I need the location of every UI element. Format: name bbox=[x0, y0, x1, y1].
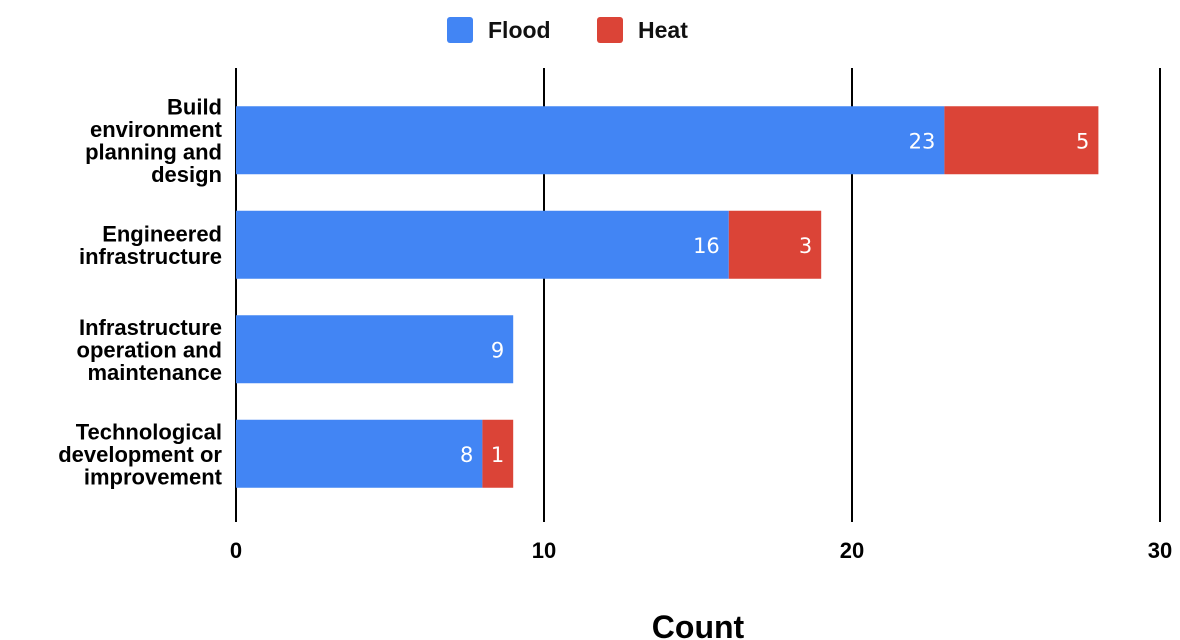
data-label-flood-0: 23 bbox=[909, 129, 936, 153]
bar-flood-3 bbox=[236, 419, 483, 488]
data-labels: 23 5 16 3 9 8 1 bbox=[460, 129, 1089, 467]
data-label-heat-0: 5 bbox=[1076, 129, 1089, 153]
bar-heat-1 bbox=[728, 210, 822, 279]
category-label-2: Infrastructure operation and maintenance bbox=[77, 315, 222, 385]
bar-flood-2 bbox=[236, 315, 514, 384]
legend-label-heat: Heat bbox=[638, 17, 688, 43]
x-tick-label-10: 10 bbox=[532, 538, 556, 563]
x-tick-label-20: 20 bbox=[840, 538, 864, 563]
data-label-flood-3: 8 bbox=[460, 443, 473, 467]
x-tick-label-0: 0 bbox=[230, 538, 242, 563]
x-tick-label-30: 30 bbox=[1148, 538, 1172, 563]
bar-heat-3 bbox=[482, 419, 514, 488]
x-axis-ticks: 0 10 20 30 bbox=[230, 538, 1172, 563]
data-label-heat-1: 3 bbox=[799, 234, 812, 258]
bar-flood-0 bbox=[236, 106, 945, 175]
legend-label-flood: Flood bbox=[488, 17, 551, 43]
data-label-heat-3: 1 bbox=[491, 443, 504, 467]
category-label-3: Technological development or improvement bbox=[58, 419, 222, 489]
x-axis-title: Count bbox=[652, 609, 745, 640]
category-label-1: Engineered infrastructure bbox=[79, 222, 222, 270]
bar-flood-1 bbox=[236, 210, 729, 279]
bar-heat-0 bbox=[944, 106, 1099, 175]
bars bbox=[236, 106, 1099, 488]
legend-swatch-flood bbox=[447, 17, 473, 43]
data-label-flood-2: 9 bbox=[491, 338, 504, 362]
category-label-0: Build environment planning and design bbox=[85, 95, 223, 188]
legend: Flood Heat bbox=[447, 17, 688, 43]
data-label-flood-1: 16 bbox=[693, 234, 720, 258]
legend-swatch-heat bbox=[597, 17, 623, 43]
category-labels: Build environment planning and design Engine… bbox=[58, 95, 222, 490]
